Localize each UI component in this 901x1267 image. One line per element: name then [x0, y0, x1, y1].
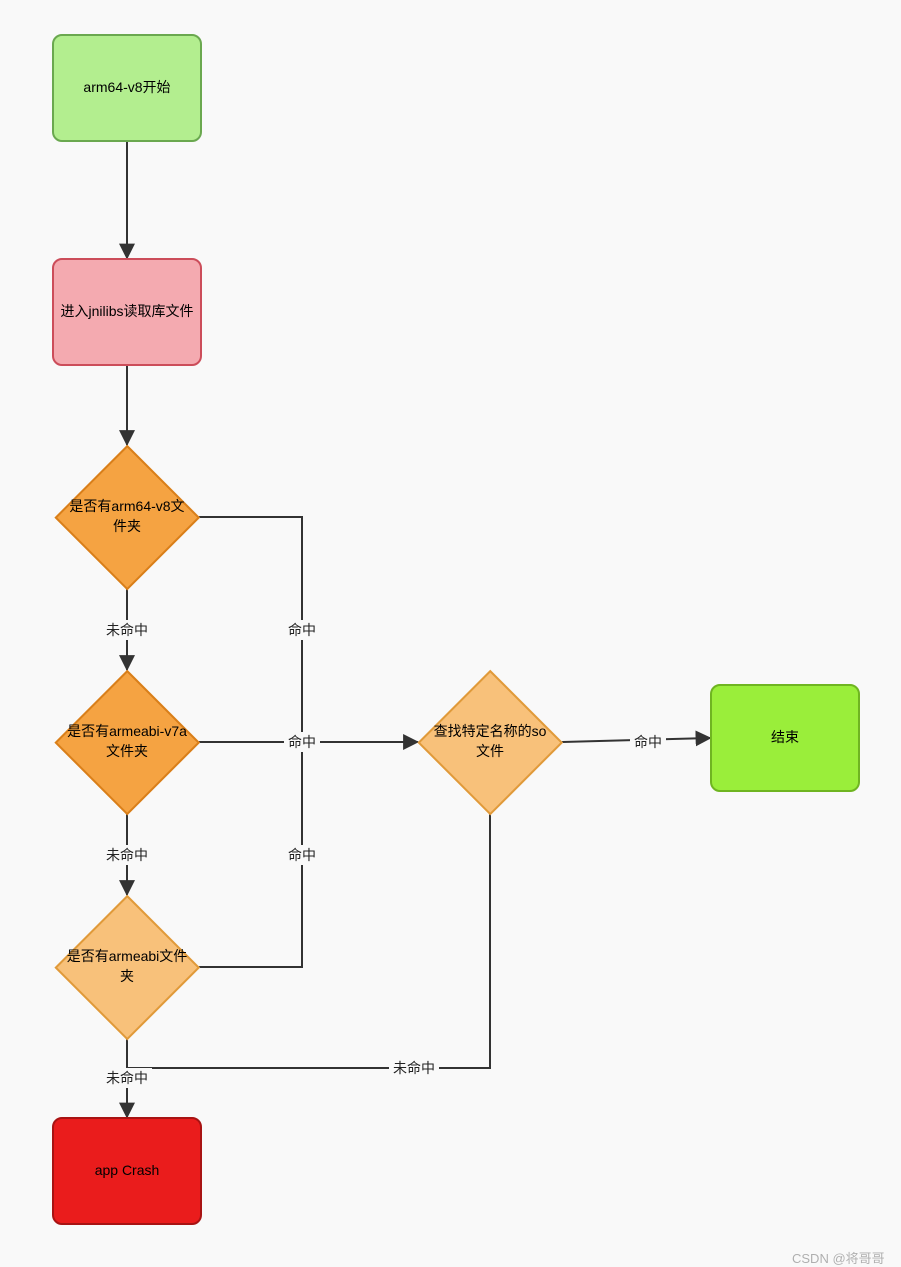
- node-d2: 是否有armeabi-v7a文件夹: [55, 670, 200, 815]
- edge-label-l3: 未命中: [102, 845, 152, 865]
- edge-label-l2: 命中: [284, 620, 320, 640]
- edge-label-l7: 未命中: [389, 1058, 439, 1078]
- edge-label-l4: 命中: [284, 732, 320, 752]
- edge-label-l1: 未命中: [102, 620, 152, 640]
- node-d1: 是否有arm64-v8文件夹: [55, 445, 200, 590]
- edge-label-l5: 命中: [284, 845, 320, 865]
- node-label: arm64-v8开始: [83, 78, 170, 98]
- node-crash: app Crash: [52, 1117, 202, 1225]
- node-label: 查找特定名称的so文件: [418, 670, 563, 815]
- node-label: 进入jnilibs读取库文件: [60, 302, 193, 322]
- watermark: CSDN @将哥哥: [792, 1248, 885, 1267]
- edge-label-l8: 命中: [630, 732, 666, 752]
- node-start: arm64-v8开始: [52, 34, 202, 142]
- node-label: 是否有armeabi-v7a文件夹: [55, 670, 200, 815]
- node-d4: 查找特定名称的so文件: [418, 670, 563, 815]
- node-label: 是否有arm64-v8文件夹: [55, 445, 200, 590]
- node-label: 是否有armeabi文件夹: [55, 895, 200, 1040]
- node-d3: 是否有armeabi文件夹: [55, 895, 200, 1040]
- node-label: app Crash: [95, 1161, 160, 1181]
- edge-label-l6: 未命中: [102, 1068, 152, 1088]
- node-end: 结束: [710, 684, 860, 792]
- node-label: 结束: [771, 728, 799, 748]
- node-jnilibs: 进入jnilibs读取库文件: [52, 258, 202, 366]
